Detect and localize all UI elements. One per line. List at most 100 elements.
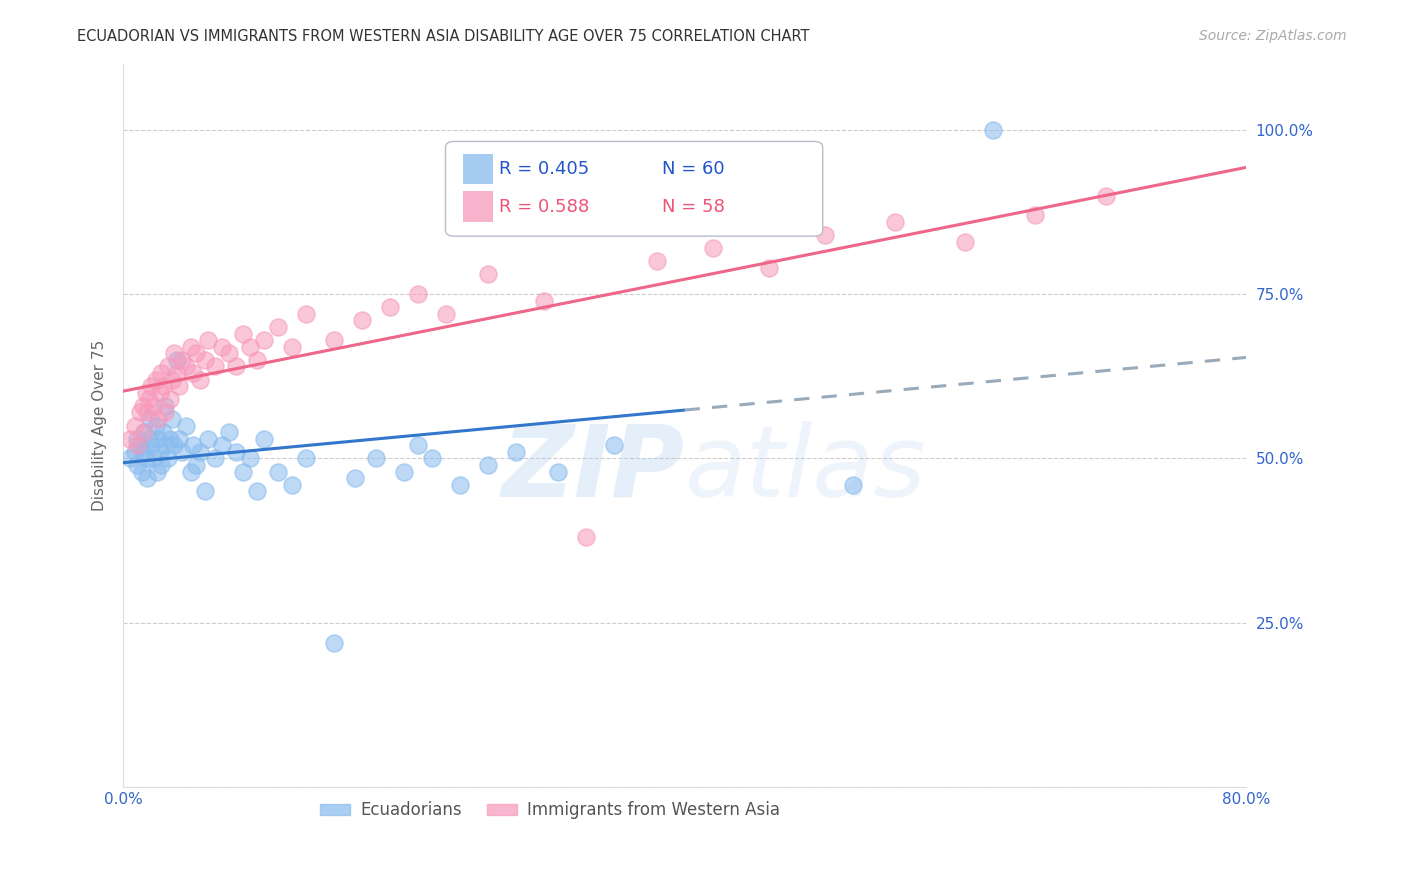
Text: ECUADORIAN VS IMMIGRANTS FROM WESTERN ASIA DISABILITY AGE OVER 75 CORRELATION CH: ECUADORIAN VS IMMIGRANTS FROM WESTERN AS…: [77, 29, 810, 44]
Point: [280, 477, 302, 491]
Point: [135, 451, 157, 466]
Point: [406, 287, 429, 301]
Point: [983, 123, 1005, 137]
FancyBboxPatch shape: [446, 142, 823, 236]
Point: [172, 445, 194, 459]
Point: [194, 352, 217, 367]
Point: [155, 438, 177, 452]
Text: N = 60: N = 60: [662, 160, 725, 178]
Point: [575, 530, 598, 544]
Point: [155, 405, 177, 419]
Point: [127, 458, 149, 472]
Point: [218, 346, 240, 360]
Point: [547, 465, 569, 479]
Point: [148, 432, 170, 446]
Point: [127, 432, 149, 446]
Text: Source: ZipAtlas.com: Source: ZipAtlas.com: [1199, 29, 1347, 43]
Point: [1094, 188, 1116, 202]
Point: [163, 438, 186, 452]
Text: N = 58: N = 58: [662, 197, 725, 216]
Point: [172, 352, 194, 367]
Text: atlas: atlas: [685, 420, 927, 517]
Point: [280, 340, 302, 354]
Point: [211, 340, 233, 354]
Point: [211, 438, 233, 452]
Point: [702, 241, 724, 255]
Point: [505, 445, 527, 459]
Point: [1024, 208, 1046, 222]
Point: [343, 471, 366, 485]
Point: [645, 254, 668, 268]
FancyBboxPatch shape: [464, 191, 492, 222]
Legend: Ecuadorians, Immigrants from Western Asia: Ecuadorians, Immigrants from Western Asi…: [314, 795, 786, 826]
Point: [120, 451, 142, 466]
Point: [136, 471, 159, 485]
Point: [294, 307, 316, 321]
Point: [533, 293, 555, 308]
Point: [884, 215, 907, 229]
Point: [129, 405, 152, 419]
Point: [246, 484, 269, 499]
Point: [186, 458, 208, 472]
Point: [132, 445, 155, 459]
Point: [166, 352, 188, 367]
Point: [253, 333, 276, 347]
Point: [129, 438, 152, 452]
Point: [162, 373, 184, 387]
Point: [183, 438, 205, 452]
FancyBboxPatch shape: [464, 153, 492, 184]
Point: [155, 399, 177, 413]
Point: [141, 379, 163, 393]
Point: [232, 465, 254, 479]
Point: [141, 438, 163, 452]
Point: [266, 465, 288, 479]
Point: [294, 451, 316, 466]
Point: [322, 635, 344, 649]
Point: [152, 379, 174, 393]
Point: [183, 366, 205, 380]
Point: [132, 399, 155, 413]
Point: [124, 418, 146, 433]
Point: [434, 307, 457, 321]
Point: [127, 438, 149, 452]
Point: [225, 359, 247, 374]
Point: [180, 340, 202, 354]
Point: [176, 359, 198, 374]
Point: [186, 346, 208, 360]
Point: [190, 445, 212, 459]
Point: [138, 432, 160, 446]
Point: [145, 418, 167, 433]
Point: [134, 425, 156, 440]
Point: [162, 412, 184, 426]
Point: [139, 412, 162, 426]
Point: [159, 392, 181, 407]
Point: [225, 445, 247, 459]
Point: [124, 445, 146, 459]
Point: [218, 425, 240, 440]
Point: [136, 405, 159, 419]
Point: [232, 326, 254, 341]
Point: [194, 484, 217, 499]
Point: [955, 235, 977, 249]
Point: [146, 465, 169, 479]
Point: [477, 268, 499, 282]
Text: ZIP: ZIP: [502, 420, 685, 517]
Point: [197, 333, 219, 347]
Text: R = 0.588: R = 0.588: [499, 197, 589, 216]
Point: [420, 451, 443, 466]
Point: [204, 359, 226, 374]
Point: [120, 432, 142, 446]
Point: [477, 458, 499, 472]
Point: [197, 432, 219, 446]
Point: [239, 340, 262, 354]
Point: [150, 366, 173, 380]
Point: [253, 432, 276, 446]
Point: [157, 359, 180, 374]
Point: [378, 300, 401, 314]
Point: [364, 451, 387, 466]
Point: [169, 379, 191, 393]
Y-axis label: Disability Age Over 75: Disability Age Over 75: [93, 340, 107, 511]
Point: [163, 346, 186, 360]
Point: [322, 333, 344, 347]
Point: [406, 438, 429, 452]
